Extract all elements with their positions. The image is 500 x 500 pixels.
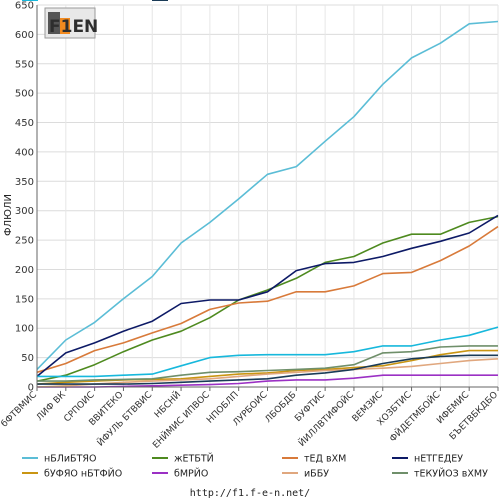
y-tick-label: 200: [15, 265, 34, 276]
x-tick-label: ФЙДЕТМБОЙС: [387, 389, 443, 445]
legend-label: бУФЯО нБТФЙО: [44, 468, 122, 480]
y-tick-label: 600: [15, 30, 34, 41]
legend-label: нЕТГЕДЕУ: [414, 454, 463, 465]
series-line-6: [36, 358, 499, 388]
series-line-7: [37, 345, 498, 382]
y-tick-label: 100: [15, 324, 34, 335]
y-tick-label: 50: [21, 353, 34, 364]
legend-label: тЕД вХМ: [304, 454, 346, 465]
legend-label: нБЛиБТЯО: [44, 454, 96, 465]
logo-text: F1EN: [49, 17, 98, 37]
x-tick-label: бФТВМИС: [0, 390, 39, 429]
y-tick-label: 150: [15, 294, 34, 305]
y-tick-label: 650: [15, 1, 34, 12]
logo: F1EN: [44, 7, 98, 39]
y-tick-label: 400: [15, 147, 34, 158]
y-axis-label: ФЛЮЛИ: [3, 194, 14, 236]
legend-label: ъБХВЕТ: [174, 0, 212, 3]
legend-label: тЕКУЙОЗ вХМУ: [414, 468, 488, 480]
y-tick-label: 350: [15, 177, 34, 188]
series-line-0: [36, 20, 499, 370]
y-axis-ticks: 0 50 100 150 200 250 300 350 400 450 500 550 600 650: [15, 1, 34, 394]
legend-label: жЕТБТЙ: [174, 453, 214, 465]
y-tick-label: 500: [15, 89, 34, 100]
series-line-1: [36, 215, 499, 382]
series-line-9: [37, 354, 498, 385]
y-tick-label: 450: [15, 118, 34, 129]
series-line-8: [37, 326, 499, 378]
x-tick-label: ЛБОБДБ: [263, 390, 298, 425]
y-tick-label: 250: [15, 236, 34, 247]
legend-label: иББУ: [304, 469, 329, 480]
y-tick-label: 0: [28, 383, 34, 394]
legend-label: хЙМСНУ: [44, 0, 85, 3]
series-line-3: [36, 214, 499, 378]
footer-url: http://f1.f-e-n.net/: [190, 488, 310, 499]
y-tick-label: 300: [15, 206, 34, 217]
legend-label: бМРЙО: [174, 468, 208, 480]
series-line-2: [36, 225, 499, 374]
chart-grid: [36, 4, 499, 388]
legend: нБЛиБТЯО жЕТБТЙ тЕД вХМ нЕТГЕДЕУ бУФЯО нБТФЙ…: [22, 0, 488, 480]
y-tick-label: 550: [15, 59, 34, 70]
